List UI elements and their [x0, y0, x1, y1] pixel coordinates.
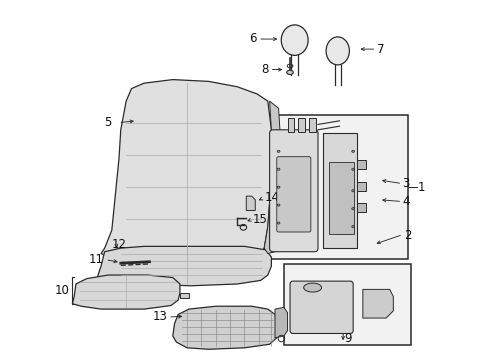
Text: 5: 5 — [104, 116, 112, 129]
Ellipse shape — [286, 70, 293, 75]
Ellipse shape — [277, 204, 280, 206]
FancyBboxPatch shape — [269, 130, 317, 252]
Polygon shape — [274, 307, 287, 338]
Ellipse shape — [351, 190, 354, 192]
Text: 12: 12 — [112, 238, 126, 251]
Bar — [284, 264, 410, 345]
Bar — [287, 118, 293, 132]
Bar — [298, 118, 304, 132]
Text: 13: 13 — [152, 310, 167, 324]
Ellipse shape — [351, 150, 354, 152]
Bar — [328, 162, 353, 234]
Text: 3: 3 — [402, 177, 409, 190]
Bar — [308, 118, 315, 132]
Text: 1: 1 — [417, 181, 425, 194]
Polygon shape — [172, 306, 278, 349]
FancyBboxPatch shape — [276, 157, 310, 232]
Polygon shape — [72, 275, 180, 309]
Polygon shape — [362, 289, 392, 318]
FancyBboxPatch shape — [289, 281, 352, 333]
Ellipse shape — [351, 226, 354, 228]
Ellipse shape — [277, 222, 280, 224]
Polygon shape — [101, 80, 272, 259]
Polygon shape — [97, 246, 271, 286]
Ellipse shape — [325, 37, 349, 65]
Ellipse shape — [351, 208, 354, 210]
Text: 14: 14 — [264, 192, 279, 204]
Polygon shape — [246, 196, 255, 211]
Bar — [357, 160, 366, 169]
Text: 10: 10 — [55, 284, 69, 297]
Text: 4: 4 — [402, 195, 409, 208]
Text: 9: 9 — [343, 332, 351, 345]
Text: 8: 8 — [261, 63, 268, 76]
Text: 2: 2 — [403, 229, 411, 242]
Polygon shape — [264, 101, 280, 253]
Ellipse shape — [277, 150, 280, 152]
Ellipse shape — [277, 168, 280, 170]
Bar — [357, 182, 366, 191]
Ellipse shape — [303, 283, 321, 292]
Ellipse shape — [277, 186, 280, 188]
Polygon shape — [180, 293, 188, 298]
Ellipse shape — [351, 168, 354, 170]
Text: 6: 6 — [249, 32, 257, 45]
Bar — [357, 203, 366, 212]
Ellipse shape — [281, 25, 307, 55]
Text: 15: 15 — [252, 213, 267, 226]
Text: 7: 7 — [376, 42, 384, 55]
Text: 11: 11 — [89, 253, 104, 266]
Bar — [323, 134, 357, 248]
Bar — [267, 116, 407, 259]
